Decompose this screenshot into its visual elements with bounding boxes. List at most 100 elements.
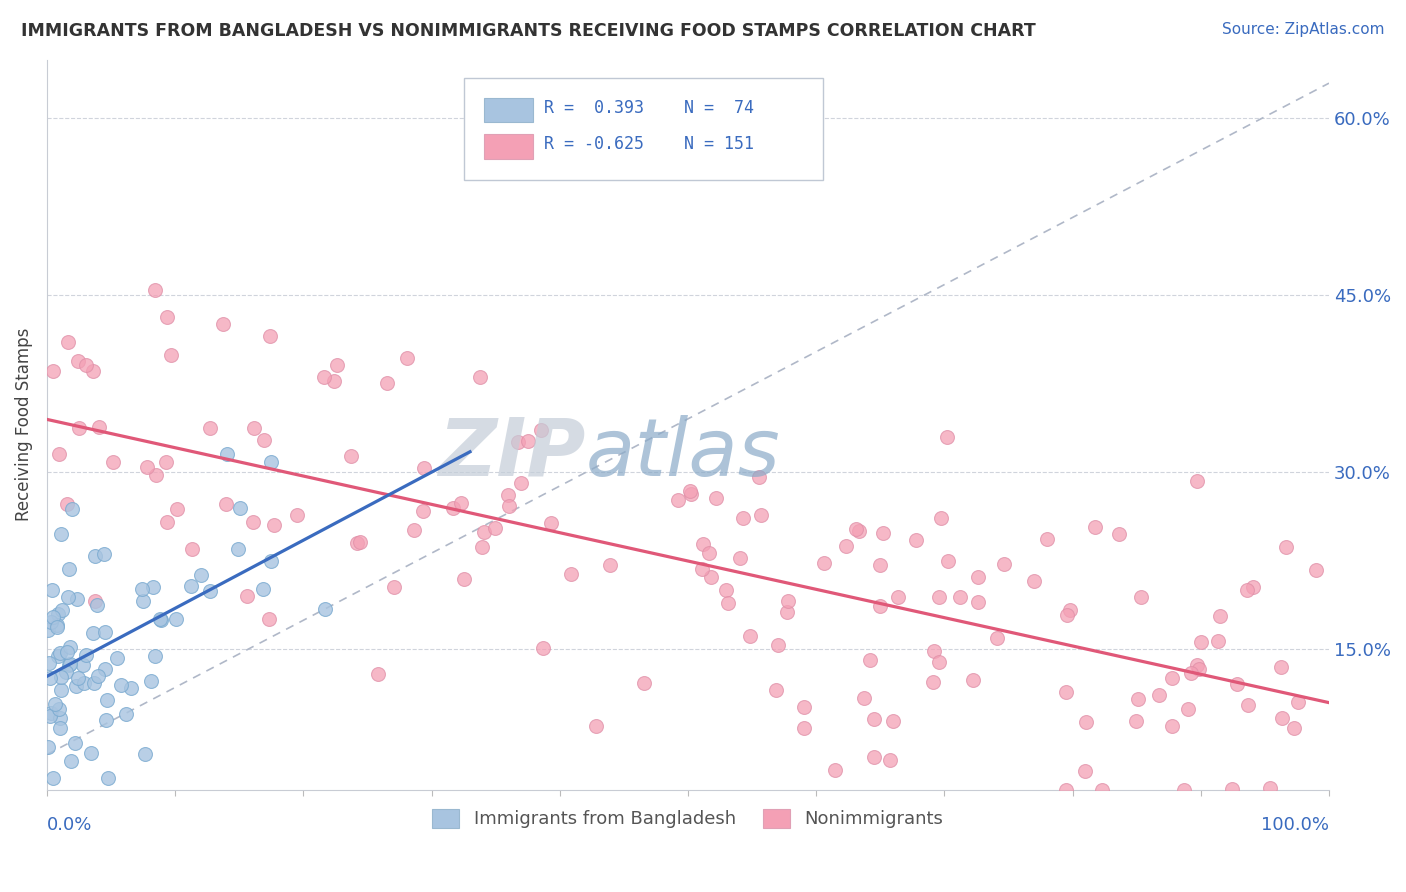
Point bbox=[869, 599, 891, 614]
Text: R = -0.625    N = 151: R = -0.625 N = 151 bbox=[544, 136, 755, 153]
Point bbox=[96, 693, 118, 707]
Point bbox=[1209, 609, 1232, 624]
Point bbox=[395, 351, 418, 365]
Point bbox=[599, 558, 621, 573]
Point bbox=[260, 455, 283, 469]
Point bbox=[75, 358, 97, 372]
Point bbox=[96, 771, 118, 785]
Point bbox=[367, 666, 389, 681]
Point bbox=[633, 676, 655, 690]
Point bbox=[928, 590, 950, 604]
Point bbox=[349, 535, 371, 549]
Point bbox=[793, 722, 815, 736]
Point bbox=[740, 629, 762, 643]
Point bbox=[58, 658, 80, 673]
Point bbox=[131, 593, 153, 607]
Point bbox=[679, 484, 702, 499]
Point bbox=[936, 554, 959, 568]
Point bbox=[59, 657, 82, 671]
Point bbox=[1305, 562, 1327, 576]
Point bbox=[882, 714, 904, 728]
Point bbox=[285, 508, 308, 523]
Point bbox=[314, 602, 336, 616]
Point bbox=[560, 567, 582, 582]
Point bbox=[1236, 582, 1258, 597]
Point bbox=[93, 547, 115, 561]
Point bbox=[692, 562, 714, 576]
Point bbox=[879, 753, 901, 767]
Y-axis label: Receiving Food Stamps: Receiving Food Stamps bbox=[15, 328, 32, 522]
Point bbox=[731, 511, 754, 525]
Point bbox=[263, 518, 285, 533]
Point bbox=[986, 632, 1008, 646]
Point bbox=[63, 736, 86, 750]
Point bbox=[697, 547, 720, 561]
Point bbox=[38, 657, 60, 671]
Point bbox=[67, 420, 90, 434]
Point bbox=[101, 455, 124, 469]
Point bbox=[253, 434, 276, 448]
Point bbox=[928, 655, 950, 669]
Point bbox=[56, 645, 79, 659]
Point bbox=[496, 488, 519, 502]
Point bbox=[48, 646, 70, 660]
Point bbox=[471, 540, 494, 554]
Point bbox=[56, 335, 79, 350]
Point bbox=[42, 364, 65, 378]
Point bbox=[120, 681, 142, 695]
Point bbox=[215, 447, 238, 461]
Point bbox=[44, 698, 66, 712]
Point bbox=[48, 702, 70, 716]
Point bbox=[59, 640, 82, 654]
Text: 0.0%: 0.0% bbox=[46, 816, 93, 834]
Point bbox=[666, 492, 689, 507]
Point bbox=[252, 582, 274, 597]
Point bbox=[1024, 574, 1046, 588]
Point bbox=[149, 611, 172, 625]
Point bbox=[484, 521, 506, 535]
Point bbox=[257, 612, 280, 626]
Point bbox=[813, 557, 835, 571]
Point bbox=[585, 719, 607, 733]
Point bbox=[510, 476, 533, 491]
Point bbox=[412, 504, 434, 518]
Point bbox=[59, 754, 82, 768]
Point bbox=[165, 612, 187, 626]
Point bbox=[323, 374, 346, 388]
Point bbox=[508, 434, 530, 449]
Point bbox=[1284, 721, 1306, 735]
Point bbox=[375, 376, 398, 390]
Point bbox=[1073, 764, 1095, 779]
Point bbox=[86, 599, 108, 613]
Point bbox=[859, 652, 882, 666]
Point bbox=[105, 650, 128, 665]
Point bbox=[73, 676, 96, 690]
Point bbox=[41, 582, 63, 597]
Point bbox=[1173, 783, 1195, 797]
Point bbox=[1177, 701, 1199, 715]
Point bbox=[886, 591, 908, 605]
Point bbox=[824, 763, 846, 777]
Point bbox=[404, 523, 426, 537]
Point bbox=[921, 674, 943, 689]
Point bbox=[728, 551, 751, 566]
Point bbox=[498, 499, 520, 513]
FancyBboxPatch shape bbox=[464, 78, 823, 180]
Point bbox=[1258, 781, 1281, 796]
Point bbox=[139, 673, 162, 688]
Point bbox=[45, 620, 67, 634]
Point bbox=[778, 594, 800, 608]
Point bbox=[540, 516, 562, 530]
Point bbox=[55, 665, 77, 679]
Point bbox=[55, 497, 77, 511]
Point bbox=[1090, 783, 1112, 797]
Point bbox=[1054, 783, 1077, 797]
Point bbox=[470, 369, 492, 384]
Text: Source: ZipAtlas.com: Source: ZipAtlas.com bbox=[1222, 22, 1385, 37]
Point bbox=[49, 721, 72, 735]
Point bbox=[94, 662, 117, 676]
Point bbox=[131, 582, 153, 597]
Point bbox=[39, 615, 62, 629]
Point bbox=[1147, 689, 1170, 703]
Point bbox=[150, 613, 173, 627]
